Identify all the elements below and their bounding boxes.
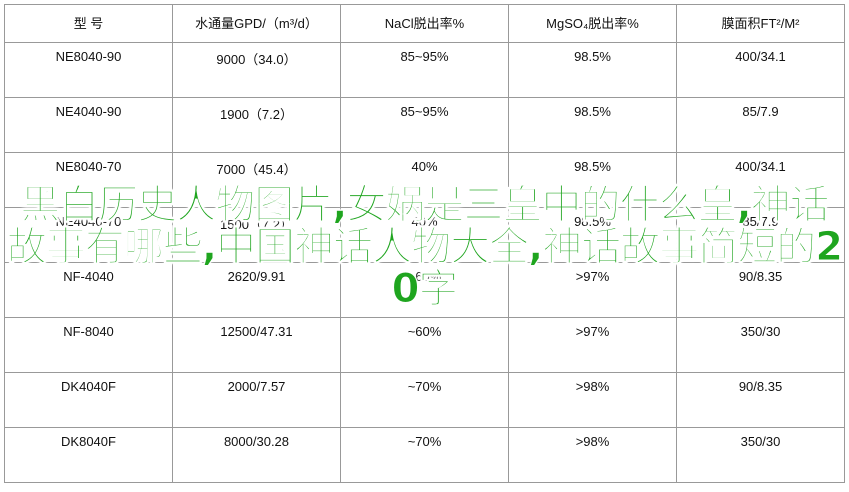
table-cell: NE4040-90 (4, 97, 173, 153)
table-cell: 350/30 (676, 427, 845, 483)
table-cell: 400/34.1 (676, 42, 845, 98)
table-cell: 9000（34.0） (172, 42, 341, 98)
table-row: NE8040-90 9000（34.0） 85~95% 98.5% 400/34.1 (4, 42, 845, 98)
table-cell: 400/34.1 (676, 152, 845, 208)
table-cell: >97% (508, 262, 677, 318)
table-cell: 90/8.35 (676, 262, 845, 318)
table-row: NE4040-90 1900（7.2） 85~95% 98.5% 85/7.9 (4, 97, 845, 153)
table-cell: 85/7.9 (676, 207, 845, 263)
header-cell: MgSO₄脱出率% (508, 4, 677, 43)
table-cell: NE8040-90 (4, 42, 173, 98)
table-cell: 2620/9.91 (172, 262, 341, 318)
table-cell: >97% (508, 317, 677, 373)
header-cell: 膜面积FT²/M² (676, 4, 845, 43)
table-cell: 7000（45.4） (172, 152, 341, 208)
table-cell: 12500/47.31 (172, 317, 341, 373)
table-row: DK4040F 2000/7.57 ~70% >98% 90/8.35 (4, 372, 845, 428)
table-cell: >98% (508, 427, 677, 483)
table-cell: DK8040F (4, 427, 173, 483)
table-body: NE8040-90 9000（34.0） 85~95% 98.5% 400/34.1 NE… (4, 42, 845, 483)
table-cell: 85~95% (340, 42, 509, 98)
header-cell: 水通量GPD/（m³/d） (172, 4, 341, 43)
table-cell: 350/30 (676, 317, 845, 373)
table-row: NE4040-70 1500（7.2） 40% 98.5% 85/7.9 (4, 207, 845, 263)
table-cell: NE8040-70 (4, 152, 173, 208)
table-cell: DK4040F (4, 372, 173, 428)
spec-table: 型 号水通量GPD/（m³/d） NaCl脱出率% MgSO₄脱出率% 膜面积FT²/… (4, 4, 845, 483)
table-cell: 90/8.35 (676, 372, 845, 428)
overlay-text: 黑白历史人物图片,女娲是三皇中的什么皇,神话故事有哪些,中国神话人物大全,神话故… (6, 182, 843, 312)
header-cell: 型 号 (4, 4, 173, 43)
table-cell: ~70% (340, 372, 509, 428)
table-cell: 85~95% (340, 97, 509, 153)
table-cell: NF-8040 (4, 317, 173, 373)
table-cell: ~60% (340, 262, 509, 318)
table-cell: NF-4040 (4, 262, 173, 318)
table-cell: ~70% (340, 427, 509, 483)
table-cell: 98.5% (508, 42, 677, 98)
table-cell: 8000/30.28 (172, 427, 341, 483)
table-cell: 2000/7.57 (172, 372, 341, 428)
table-row: NF-4040 2620/9.91 ~60% >97% 90/8.35 (4, 262, 845, 318)
table-row: NE8040-70 7000（45.4） 40% 98.5% 400/34.1 (4, 152, 845, 208)
table-row: NF-8040 12500/47.31 ~60% >97% 350/30 (4, 317, 845, 373)
table-cell: 85/7.9 (676, 97, 845, 153)
table-row: DK8040F 8000/30.28 ~70% >98% 350/30 (4, 427, 845, 483)
table-cell: NE4040-70 (4, 207, 173, 263)
table-cell: ~60% (340, 317, 509, 373)
header-cell: NaCl脱出率% (340, 4, 509, 43)
table-cell: 98.5% (508, 97, 677, 153)
table-cell: 1900（7.2） (172, 97, 341, 153)
table-cell: >98% (508, 372, 677, 428)
header-row: 型 号水通量GPD/（m³/d） NaCl脱出率% MgSO₄脱出率% 膜面积FT²/… (4, 4, 845, 43)
